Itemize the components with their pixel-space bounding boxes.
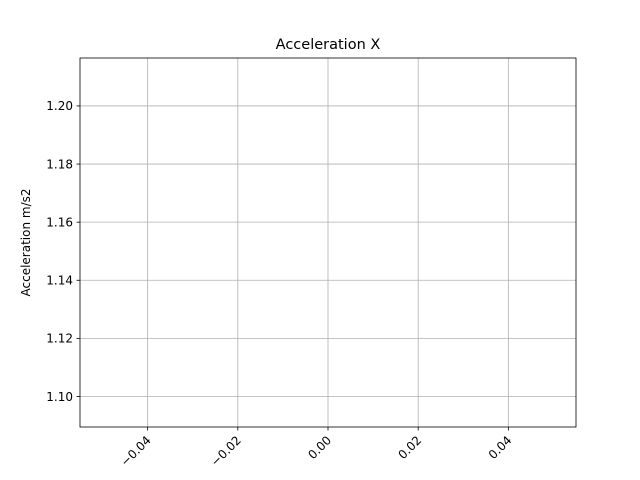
y-tick-label: 1.12: [46, 332, 73, 346]
y-tick-label: 1.10: [46, 390, 73, 404]
grid: [80, 58, 576, 427]
y-tick-label: 1.16: [46, 215, 73, 229]
y-tick-label: 1.18: [46, 157, 73, 171]
y-axis: 1.10 1.12 1.14 1.16 1.18 1.20: [46, 99, 80, 404]
chart-title: Acceleration X: [276, 37, 381, 53]
y-axis-label: Acceleration m/s2: [19, 189, 33, 297]
y-tick-label: 1.14: [46, 274, 73, 288]
y-tick-label: 1.20: [46, 99, 73, 113]
